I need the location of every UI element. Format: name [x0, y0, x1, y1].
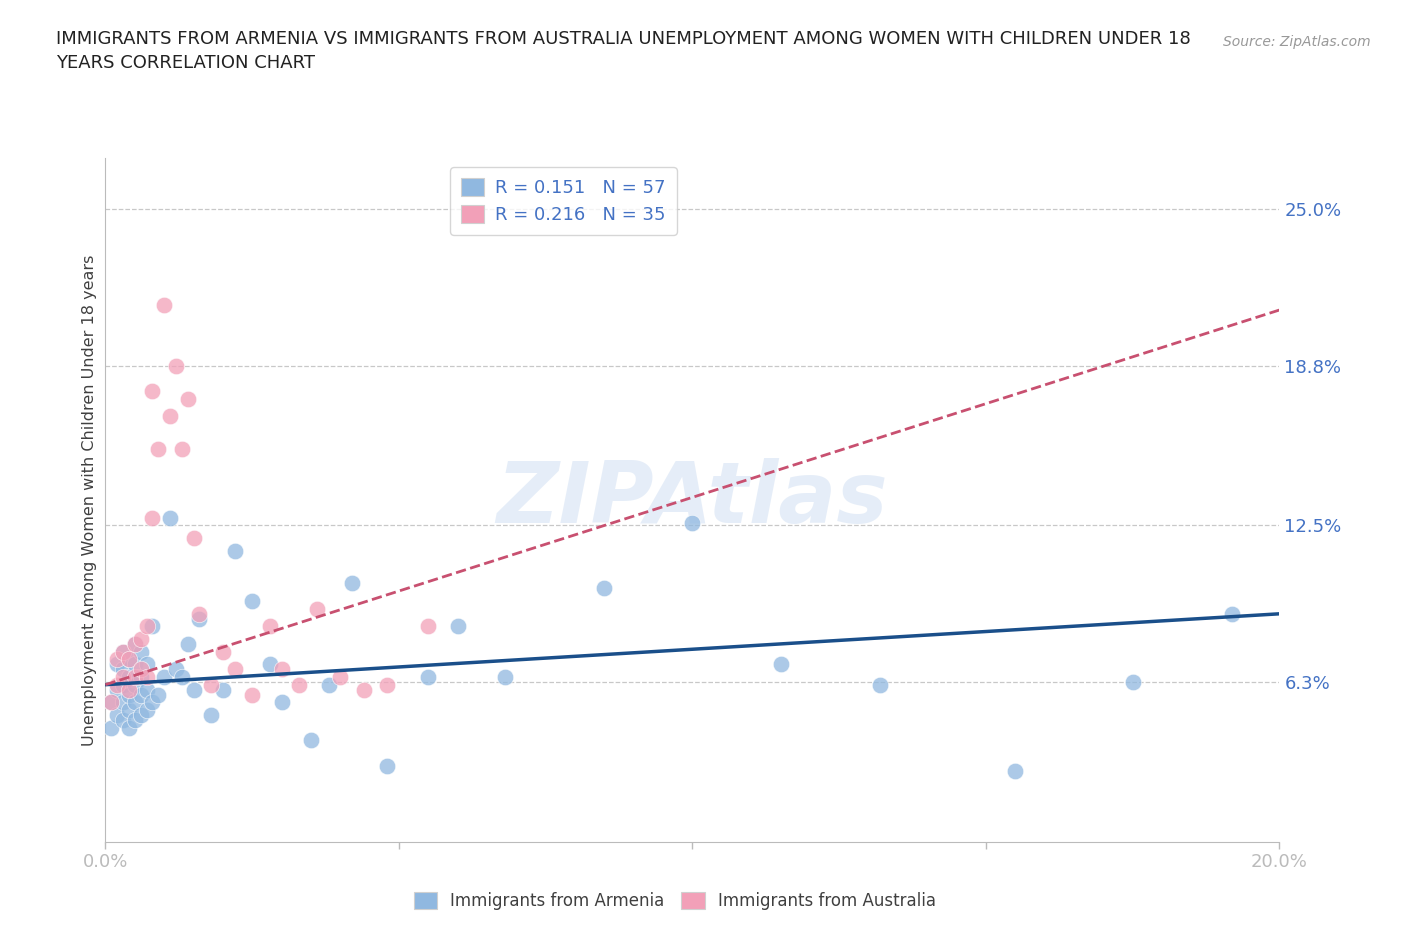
Point [240, 593, 263, 608]
Point [135, 657, 157, 671]
Point [129, 670, 152, 684]
Point [118, 652, 141, 667]
Point [135, 670, 157, 684]
Point [124, 657, 146, 671]
Point [869, 677, 891, 692]
Point [318, 677, 340, 692]
Point [224, 543, 246, 558]
Point [105, 652, 128, 667]
Point [353, 683, 375, 698]
Point [593, 581, 616, 596]
Point [188, 606, 211, 621]
Point [153, 670, 176, 684]
Point [118, 670, 141, 684]
Point [305, 602, 328, 617]
Point [170, 442, 193, 457]
Point [141, 383, 163, 398]
Point [124, 670, 146, 684]
Point [159, 511, 181, 525]
Point [299, 733, 322, 748]
Point [118, 687, 141, 702]
Point [329, 670, 352, 684]
Point [1222, 606, 1244, 621]
Point [118, 683, 141, 698]
Point [375, 758, 398, 773]
Point [135, 619, 157, 634]
Point [682, 515, 704, 530]
Point [135, 702, 157, 717]
Point [112, 695, 135, 710]
Point [259, 619, 281, 634]
Point [170, 670, 193, 684]
Point [112, 677, 135, 692]
Legend: R = 0.151   N = 57, R = 0.216   N = 35: R = 0.151 N = 57, R = 0.216 N = 35 [450, 167, 676, 234]
Point [446, 619, 468, 634]
Point [100, 695, 122, 710]
Text: Source: ZipAtlas.com: Source: ZipAtlas.com [1223, 35, 1371, 49]
Point [118, 652, 141, 667]
Point [188, 611, 211, 626]
Text: YEARS CORRELATION CHART: YEARS CORRELATION CHART [56, 54, 315, 72]
Point [211, 644, 233, 659]
Point [112, 662, 135, 677]
Point [148, 442, 170, 457]
Point [129, 644, 152, 659]
Point [141, 695, 163, 710]
Point [129, 662, 152, 677]
Point [769, 657, 792, 671]
Point [176, 637, 198, 652]
Point [105, 657, 128, 671]
Point [200, 677, 222, 692]
Point [124, 637, 146, 652]
Point [105, 677, 128, 692]
Text: ZIPAtlas: ZIPAtlas [496, 458, 889, 541]
Legend: Immigrants from Armenia, Immigrants from Australia: Immigrants from Armenia, Immigrants from… [408, 885, 942, 917]
Point [159, 409, 181, 424]
Point [105, 683, 128, 698]
Point [494, 670, 516, 684]
Point [375, 677, 398, 692]
Point [100, 721, 122, 736]
Point [124, 712, 146, 727]
Point [224, 662, 246, 677]
Point [129, 708, 152, 723]
Point [176, 392, 198, 406]
Point [100, 695, 122, 710]
Point [129, 687, 152, 702]
Point [124, 695, 146, 710]
Point [153, 298, 176, 312]
Point [118, 721, 141, 736]
Point [270, 662, 292, 677]
Point [340, 576, 363, 591]
Point [270, 695, 292, 710]
Point [418, 619, 440, 634]
Point [200, 708, 222, 723]
Point [165, 662, 187, 677]
Point [124, 677, 146, 692]
Point [141, 619, 163, 634]
Text: IMMIGRANTS FROM ARMENIA VS IMMIGRANTS FROM AUSTRALIA UNEMPLOYMENT AMONG WOMEN WI: IMMIGRANTS FROM ARMENIA VS IMMIGRANTS FR… [56, 30, 1191, 47]
Point [105, 708, 128, 723]
Point [1004, 764, 1026, 778]
Y-axis label: Unemployment Among Women with Children Under 18 years: Unemployment Among Women with Children U… [82, 254, 97, 746]
Point [288, 677, 311, 692]
Point [112, 712, 135, 727]
Point [135, 683, 157, 698]
Point [129, 631, 152, 646]
Point [112, 670, 135, 684]
Point [148, 687, 170, 702]
Point [124, 637, 146, 652]
Point [1122, 675, 1144, 690]
Point [112, 644, 135, 659]
Point [118, 702, 141, 717]
Point [240, 687, 263, 702]
Point [418, 670, 440, 684]
Point [165, 358, 187, 373]
Point [259, 657, 281, 671]
Point [183, 683, 205, 698]
Point [211, 683, 233, 698]
Point [141, 511, 163, 525]
Point [112, 644, 135, 659]
Point [183, 530, 205, 545]
